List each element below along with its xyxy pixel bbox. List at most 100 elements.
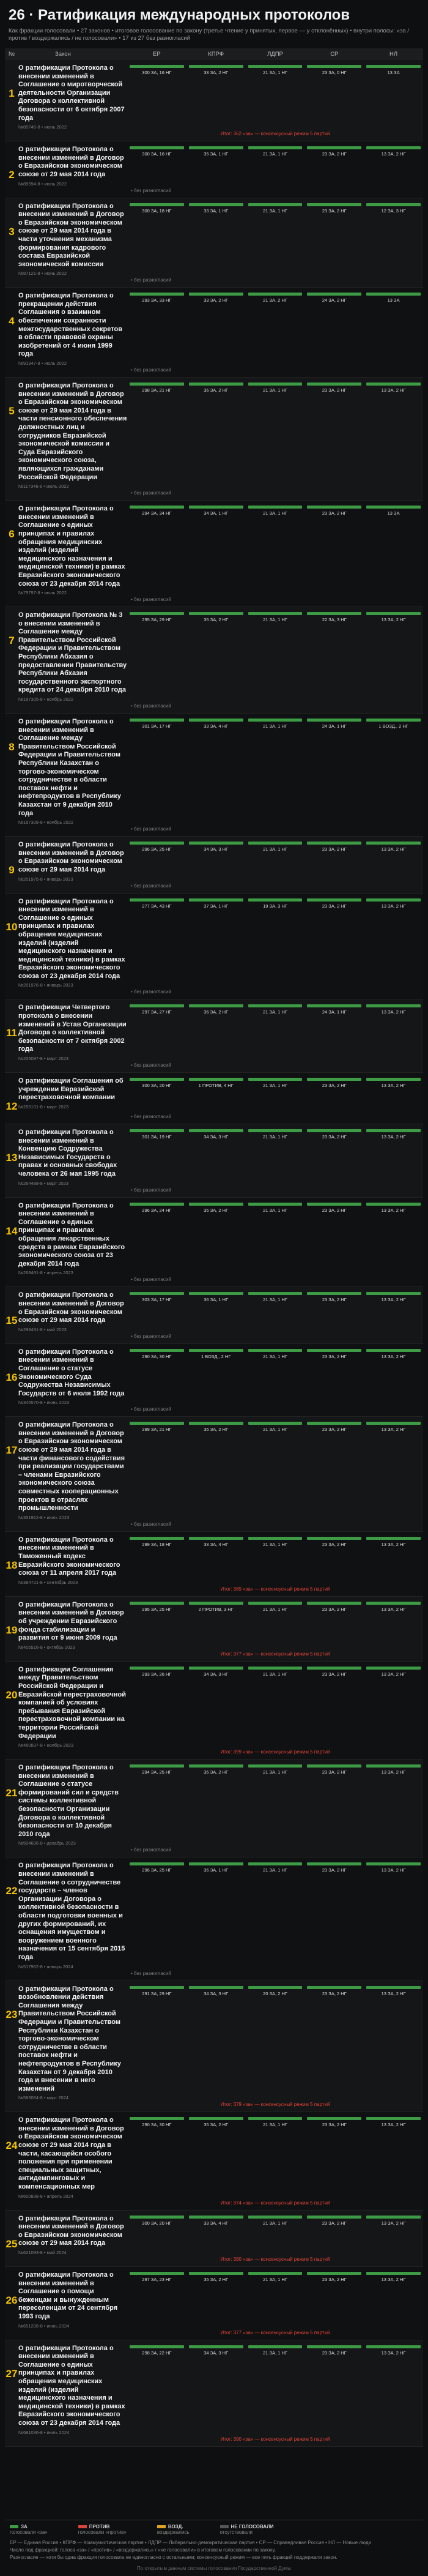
vote-bar <box>248 1764 303 1768</box>
row-note: • без разногласий <box>131 1062 171 1069</box>
row-note: • без разногласий <box>131 1521 171 1527</box>
vote-text: 21 ЗА, 1 НГ <box>263 1427 287 1433</box>
vote-text: 35 ЗА, 1 НГ <box>204 151 229 157</box>
vote-text: 21 ЗА, 1 НГ <box>263 1867 287 1873</box>
vote-bar <box>307 506 362 509</box>
vote-text: 23 ЗА, 2 НГ <box>322 1671 347 1677</box>
law-title: О ратификации Протокола о внесении измен… <box>18 2344 125 2427</box>
vote-text: 35 ЗА, 2 НГ <box>204 2277 229 2282</box>
vote-cell: 21 ЗА, 1 НГ <box>246 1601 305 1650</box>
vote-text: 23 ЗА, 2 НГ <box>322 151 347 157</box>
vote-bar <box>366 1004 421 1008</box>
vote-bar <box>248 898 303 902</box>
vote-bar <box>366 719 421 722</box>
row-number: 16 <box>6 1371 18 1383</box>
vote-text: 13 ЗА, 2 НГ <box>381 1207 406 1213</box>
legend-item: ПРОТИВ голосовали «против» <box>78 2524 127 2535</box>
vote-text: 36 ЗА, 2 НГ <box>204 1009 229 1015</box>
vote-bar <box>188 2215 243 2219</box>
law: О ратификации Протокола о внесении измен… <box>18 1536 127 1585</box>
vote-bar <box>366 383 421 386</box>
vote-text: 34 ЗА, 1 НГ <box>204 510 229 517</box>
vote-bar <box>307 1078 362 1081</box>
row-number: 5 <box>9 405 15 417</box>
vote-cell: 23 ЗА, 2 НГ <box>304 2271 364 2329</box>
vote-cell: 33 ЗА, 1 НГ <box>186 203 246 277</box>
vote-cell: 23 ЗА, 2 НГ <box>304 2345 364 2435</box>
vote-text: 293 ЗА, 26 НГ <box>142 1671 172 1677</box>
law-title: О ратификации Протокола о прекращении де… <box>18 292 122 358</box>
vote-bar <box>188 1764 243 1768</box>
law-meta: №345570-8 • июнь 2023 <box>18 1400 70 1406</box>
vote-bar <box>366 1129 421 1133</box>
vote-cell: 21 ЗА, 1 НГ <box>246 1862 305 1969</box>
vote-bar <box>248 2272 303 2275</box>
vote-text: 37 ЗА, 1 НГ <box>204 903 229 909</box>
vote-bar <box>366 1348 421 1352</box>
row-note: • без разногласий <box>131 490 171 496</box>
vote-bar <box>130 1862 184 1866</box>
vote-cell: 300 ЗА, 20 НГ <box>127 1077 186 1113</box>
law-meta: №79797-8 • июль 2022 <box>18 590 67 596</box>
vote-cell: 21 ЗА, 1 НГ <box>246 611 305 702</box>
vote-bar <box>130 1078 184 1081</box>
row-note: • без разногласий <box>131 883 171 889</box>
vote-bar <box>248 1292 303 1296</box>
footer: ЗА голосовали «за» ПРОТИВ голосовали «проти… <box>5 2520 423 2571</box>
vote-bar <box>366 612 421 616</box>
vote-bar <box>130 65 184 68</box>
vote-cell: 13 ЗА, 2 НГ <box>364 2271 423 2329</box>
vote-cell: 277 ЗА, 43 НГ <box>127 898 186 988</box>
vote-text: 33 ЗА, 4 НГ <box>204 2220 229 2226</box>
vote-text: 23 ЗА, 2 НГ <box>322 2220 347 2226</box>
vote-text: 301 ЗА, 19 НГ <box>142 1134 172 1140</box>
vote-cell: 298 ЗА, 21 НГ <box>127 382 186 489</box>
row-note: • без разногласий <box>131 1970 171 1976</box>
vote-cell: 300 ЗА, 16 НГ <box>127 146 186 186</box>
vote-cell: 23 ЗА, 2 НГ <box>304 505 364 595</box>
row-number: 20 <box>6 1689 18 1701</box>
vote-text: 295 ЗА, 25 НГ <box>142 1606 172 1612</box>
vote-cell: 33 ЗА, 4 НГ <box>186 718 246 825</box>
law: О ратификации Протокола о внесении измен… <box>18 1129 127 1186</box>
vote-cell: 291 ЗА, 29 НГ <box>127 1985 186 2101</box>
vote-bar <box>188 1422 243 1425</box>
vote-text: 13 ЗА, 2 НГ <box>381 2220 406 2226</box>
vote-bar <box>307 1862 362 1866</box>
vote-bar <box>130 1292 184 1296</box>
vote-cell: 34 ЗА, 3 НГ <box>186 2345 246 2435</box>
vote-cell: 20 ЗА, 2 НГ <box>246 1985 305 2101</box>
vote-text: 21 ЗА, 1 НГ <box>263 617 287 623</box>
vote-text: 34 ЗА, 3 НГ <box>204 846 229 853</box>
vote-cell: 293 ЗА, 33 НГ <box>127 292 186 366</box>
vote-cell: 21 ЗА, 1 НГ <box>246 1077 305 1113</box>
law-title: О ратификации Соглашения между Правитель… <box>18 1665 127 1740</box>
vote-bar <box>188 1601 243 1605</box>
vote-cell: 37 ЗА, 1 НГ <box>186 898 246 988</box>
vote-bar <box>188 1666 243 1670</box>
law: О ратификации Протокола о внесении измен… <box>18 1764 127 1846</box>
law: О ратификации Протокола о внесении измен… <box>18 505 127 595</box>
law-row: 15 О ратификации Протокола о внесении изм… <box>5 1287 423 1344</box>
law-row: 14 О ратификации Протокола о внесении изм… <box>5 1197 423 1288</box>
vote-text: 34 ЗА, 3 НГ <box>204 1134 229 1140</box>
law-row: 25 О ратификации Протокола о внесении изм… <box>5 2210 423 2267</box>
vote-cell: 13 ЗА, 2 НГ <box>364 611 423 702</box>
law-meta: №167305-8 • ноябрь 2022 <box>18 696 74 703</box>
law-title: О ратификации Протокола о внесении измен… <box>18 1291 124 1324</box>
vote-bar <box>307 1666 362 1670</box>
law-title: О ратификации Протокола о внесении измен… <box>18 64 125 122</box>
vote-cell: 24 ЗА, 1 НГ <box>304 718 364 825</box>
vote-cell: 36 ЗА, 2 НГ <box>186 382 246 489</box>
vote-text: 296 ЗА, 25 НГ <box>142 1867 172 1873</box>
vote-bar <box>248 506 303 509</box>
vote-text: 13 ЗА <box>387 510 400 517</box>
law: О ратификации Протокола о внесении измен… <box>18 898 127 988</box>
vote-cell: 13 ЗА <box>364 64 423 130</box>
vote-text: 20 ЗА, 2 НГ <box>263 1990 287 1996</box>
vote-text: 19 ЗА, 3 НГ <box>263 903 287 909</box>
vote-text: 21 ЗА, 1 НГ <box>263 1134 287 1140</box>
law: О ратификации Четвертого протокола о вне… <box>18 1004 127 1061</box>
